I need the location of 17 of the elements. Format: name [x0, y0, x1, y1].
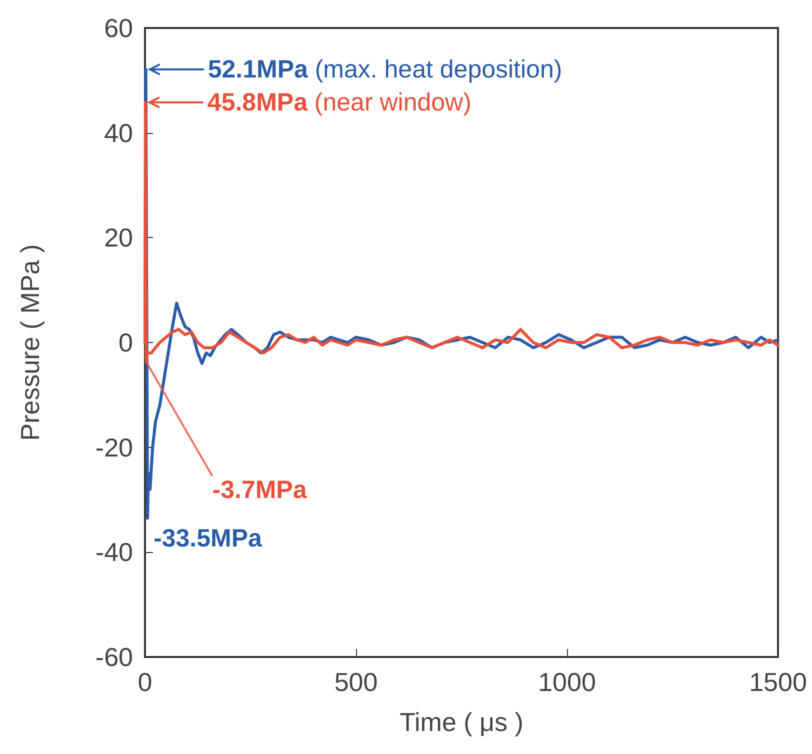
y-tick-label: -60	[95, 642, 133, 672]
y-tick-label: 20	[104, 222, 133, 253]
annotation: -33.5MPa	[154, 524, 264, 553]
y-tick-label: -20	[95, 432, 133, 462]
y-tick-label: 0	[118, 328, 133, 358]
y-axis-title: Pressure ( MPa )	[15, 244, 45, 441]
x-axis-title: Time ( μs )	[400, 707, 524, 737]
y-tick-label: -40	[95, 537, 133, 568]
annotation: 52.1MPa (max. heat deposition)	[208, 55, 562, 84]
annotation: 45.8MPa (near window)	[207, 88, 472, 116]
x-tick-label: 1000	[538, 667, 596, 697]
y-tick-label: 40	[104, 118, 133, 148]
x-tick-label: 0	[138, 667, 152, 697]
x-tick-label: 500	[334, 667, 378, 697]
x-tick-label: 1500	[749, 667, 807, 697]
annotation: -3.7MPa	[212, 476, 308, 504]
y-tick-label: 60	[104, 13, 133, 43]
